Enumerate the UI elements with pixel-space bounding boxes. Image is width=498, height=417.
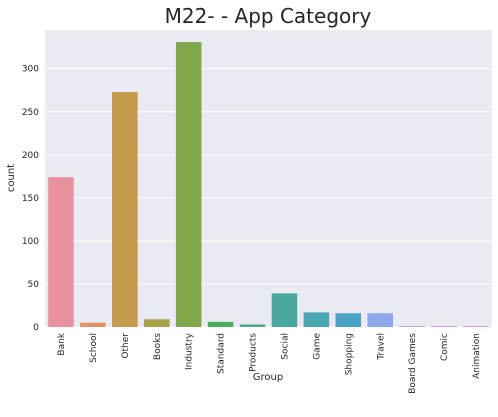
bar-travel [367, 313, 394, 327]
x-tick-label: Bank [57, 332, 67, 355]
x-tick-label: Game [312, 333, 322, 360]
bar-industry [175, 42, 202, 327]
x-tick-label: Comic [440, 333, 450, 361]
x-tick-labels: Bank School Other Books Industry Standard Prod… [57, 332, 482, 394]
x-tick-label: Books [153, 333, 163, 360]
x-tick-label: School [89, 333, 99, 363]
x-tick-label: Standard [217, 333, 227, 374]
x-tick-label: Shopping [344, 333, 354, 375]
bar-comic [431, 326, 457, 327]
x-axis-label: Group [253, 372, 283, 383]
bar-school [80, 322, 106, 327]
y-tick-label: 100 [22, 237, 39, 247]
bar-books [143, 319, 170, 327]
y-tick-label: 300 [22, 65, 39, 75]
x-tick-label: Board Games [408, 333, 418, 394]
bar-standard [207, 321, 234, 327]
y-tick-label: 250 [22, 108, 39, 118]
x-tick-label: Animation [472, 333, 482, 379]
bars [48, 42, 489, 327]
chart-title: M22- - App Category [165, 4, 372, 28]
bar-game [303, 312, 330, 327]
y-axis-label: count [6, 164, 17, 192]
y-tick-label: 0 [33, 323, 39, 333]
bar-shopping [335, 313, 362, 327]
bar-bank [48, 177, 74, 327]
x-tick-label: Industry [185, 332, 195, 370]
x-tick-label: Travel [376, 333, 386, 361]
x-tick-label: Products [249, 333, 259, 372]
x-tick-label: Social [280, 333, 290, 360]
bar-social [271, 293, 298, 327]
bar-animation [463, 326, 489, 327]
y-tick-label: 50 [28, 280, 40, 290]
bar-other [112, 91, 138, 327]
x-tick-label: Other [121, 333, 131, 359]
bar-board-games [399, 326, 425, 327]
y-tick-labels: 0 50 100 150 200 250 300 [22, 65, 39, 333]
bar-products [239, 324, 266, 327]
y-tick-label: 150 [22, 194, 39, 204]
y-tick-label: 200 [22, 151, 39, 161]
